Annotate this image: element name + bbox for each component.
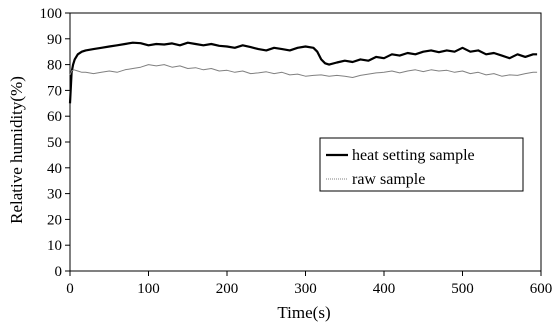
- x-axis-ticks: 0 100 200 300 400 500 600: [66, 271, 552, 297]
- series-layer: [68, 41, 538, 104]
- legend: heat setting sample raw sample: [319, 137, 524, 192]
- x-axis-title: Time(s): [277, 303, 330, 322]
- y-tick-label: 40: [47, 161, 62, 177]
- x-tick-label: 300: [294, 281, 317, 297]
- y-tick-label: 90: [47, 32, 62, 48]
- x-tick-label: 400: [373, 281, 396, 297]
- y-tick-label: 50: [47, 135, 62, 151]
- legend-label-raw-sample: raw sample: [352, 171, 425, 188]
- y-tick-label: 10: [47, 238, 62, 254]
- x-tick-label: 200: [216, 281, 239, 297]
- y-tick-label: 100: [40, 6, 63, 22]
- y-tick-label: 0: [55, 264, 63, 280]
- legend-label-heat-setting-sample: heat setting sample: [352, 147, 475, 164]
- y-axis-title: Relative humidity(%): [7, 76, 26, 224]
- y-tick-label: 80: [47, 58, 62, 74]
- series-line-heat-setting-sample: [68, 41, 538, 104]
- y-tick-label: 70: [47, 83, 62, 99]
- y-axis-ticks: 0 10 20 30 40 50 60 70 80 90 100: [40, 6, 70, 280]
- x-tick-label: 0: [66, 281, 74, 297]
- x-tick-label: 100: [137, 281, 160, 297]
- x-tick-label: 600: [530, 281, 553, 297]
- y-tick-label: 60: [47, 109, 62, 125]
- series-line-raw-sample: [69, 64, 538, 78]
- y-tick-label: 20: [47, 212, 62, 228]
- x-tick-label: 500: [451, 281, 474, 297]
- legend-box: [319, 137, 524, 192]
- y-tick-label: 30: [47, 187, 62, 203]
